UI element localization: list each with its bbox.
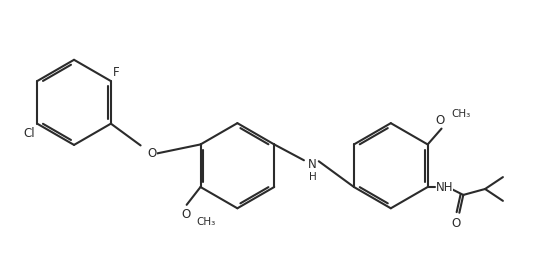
Text: O: O [435,114,444,127]
Text: Cl: Cl [24,127,35,140]
Text: O: O [181,208,190,221]
Text: CH₃: CH₃ [451,109,470,119]
Text: H: H [309,172,317,182]
Text: N: N [307,158,316,171]
Text: F: F [113,66,119,79]
Text: O: O [451,217,461,230]
Text: CH₃: CH₃ [196,217,216,227]
Text: O: O [148,147,157,160]
Text: NH: NH [435,181,453,193]
